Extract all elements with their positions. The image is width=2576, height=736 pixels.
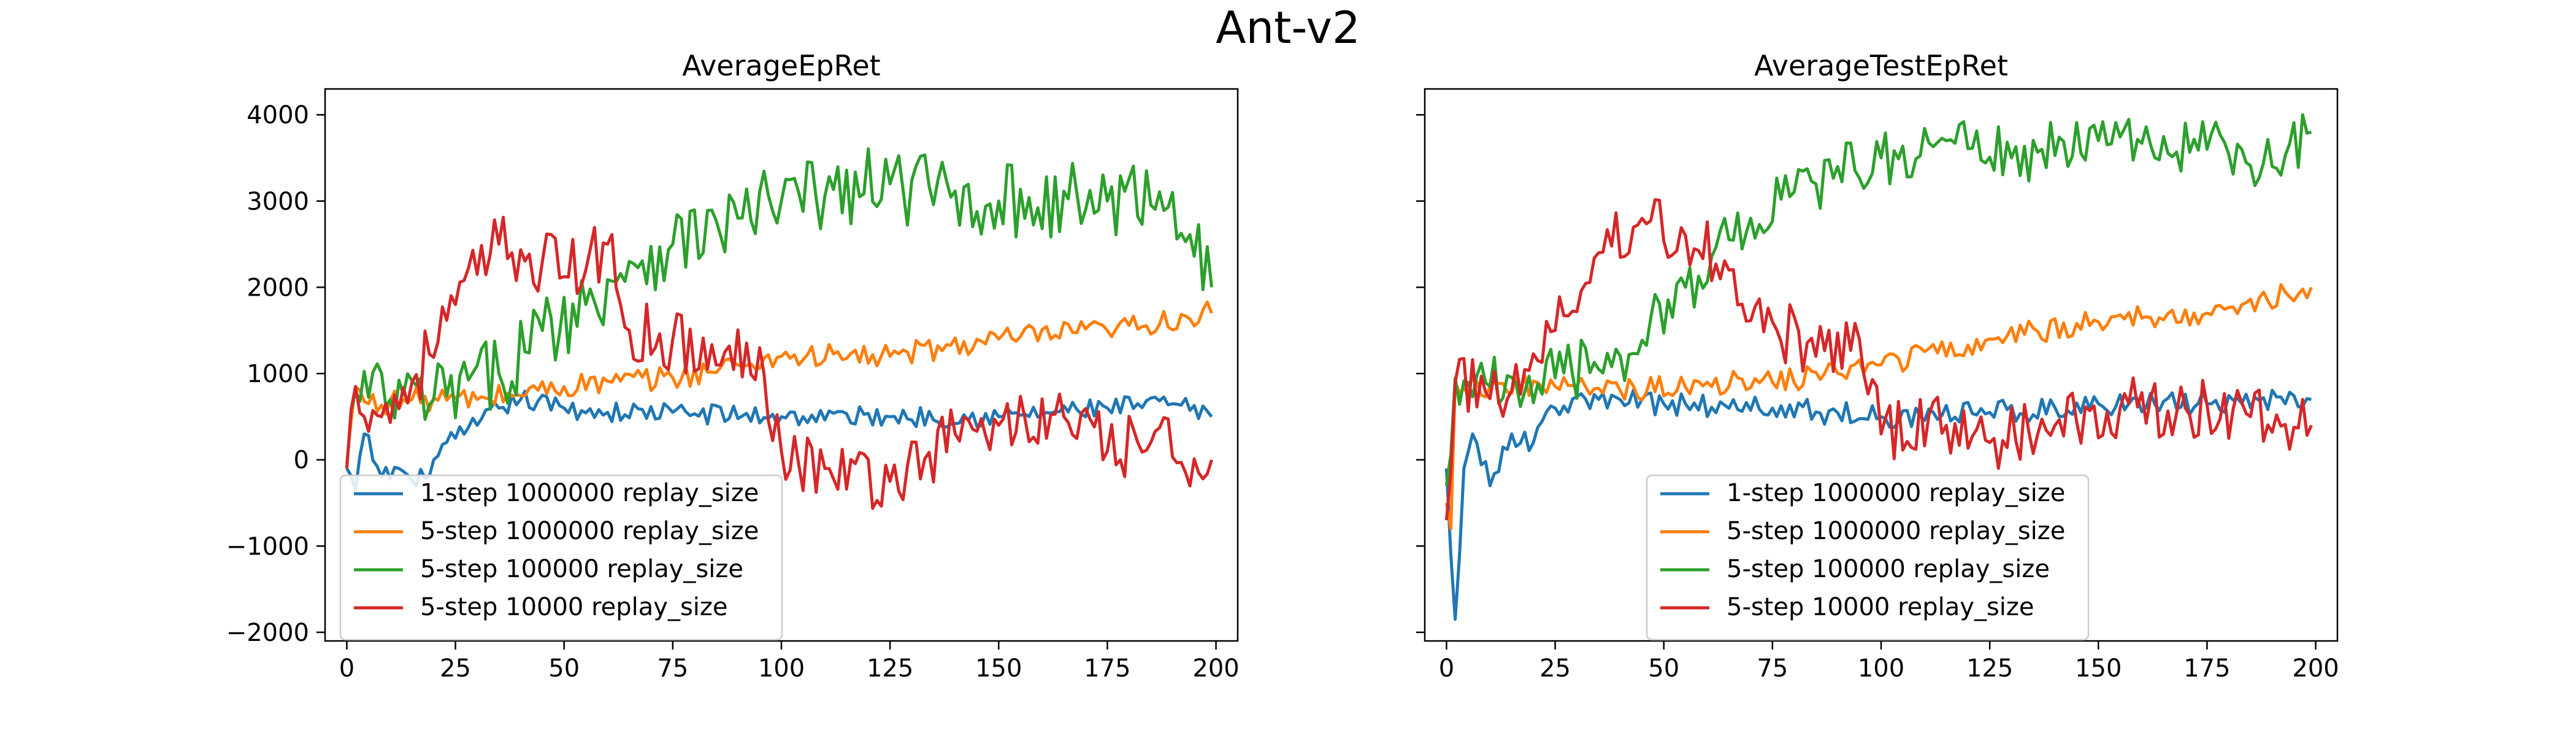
x-tick-label: 175	[2183, 654, 2230, 683]
legend-box	[339, 474, 783, 641]
legend-label: 5-step 100000 replay_size	[1727, 555, 2050, 583]
y-tick-label: −2000	[226, 619, 309, 647]
x-tick-label: 175	[1084, 654, 1130, 683]
x-tick-label: 200	[1192, 654, 1239, 683]
x-tick-label: 25	[1539, 654, 1571, 683]
legend-box	[1646, 474, 2090, 641]
legend-label: 1-step 1000000 replay_size	[1727, 479, 2065, 507]
legend-label: 1-step 1000000 replay_size	[420, 479, 759, 507]
series-line-5-step-10000-replay-size	[345, 215, 1213, 510]
x-tick-label: 75	[1757, 654, 1788, 683]
x-tick-label: 50	[548, 654, 580, 683]
legend-label: 5-step 100000 replay_size	[420, 555, 743, 583]
chart-panel-average-test-ep-ret: AverageTestEpRet 0 25 50 75 100 125 150 175 200 1-…	[1416, 49, 2339, 683]
legend: 1-step 1000000 replay_size 5-step 1000000…	[339, 474, 783, 641]
x-tick-label: 200	[2292, 654, 2339, 683]
x-tick-label: 100	[758, 654, 805, 683]
x-tick-label: 0	[339, 654, 355, 683]
chart-title: AverageTestEpRet	[1754, 49, 2008, 82]
x-tick-label: 100	[1858, 654, 1904, 683]
legend-label: 5-step 10000 replay_size	[1727, 593, 2034, 621]
chart-title: AverageEpRet	[682, 49, 880, 82]
y-tick-label: 3000	[247, 188, 309, 216]
x-tick-label: 125	[867, 654, 913, 683]
x-tick-label: 75	[657, 654, 688, 683]
series-line-5-step-100000-replay-size	[345, 147, 1213, 469]
x-tick-label: 0	[1439, 654, 1454, 683]
y-tick-label: 0	[294, 447, 309, 475]
legend-label: 5-step 1000000 replay_size	[1727, 517, 2065, 545]
y-tick-label: 1000	[247, 360, 309, 388]
x-tick-label: 150	[975, 654, 1022, 683]
y-tick-label: 2000	[247, 274, 309, 302]
x-tick-label: 125	[1966, 654, 2013, 683]
chart-panel-average-ep-ret: AverageEpRet 0 25 50 75 100 125 150 175 200 −2000 −…	[226, 49, 1240, 683]
series-lines	[1444, 113, 2313, 621]
legend-label: 5-step 10000 replay_size	[420, 593, 728, 621]
x-tick-label: 150	[2075, 654, 2122, 683]
plot-frame	[324, 88, 1239, 642]
legend: 1-step 1000000 replay_size 5-step 1000000…	[1646, 474, 2090, 641]
series-line-5-step-100000-replay-size	[1444, 113, 2312, 486]
series-line-5-step-10000-replay-size	[1444, 198, 2313, 521]
x-tick-label: 50	[1648, 654, 1679, 683]
legend-label: 5-step 1000000 replay_size	[420, 517, 759, 545]
series-lines	[345, 147, 1213, 510]
x-tick-label: 25	[440, 654, 471, 683]
y-tick-label: 4000	[247, 101, 309, 129]
plot-frame	[1424, 88, 2339, 642]
y-tick-label: −1000	[226, 532, 309, 561]
series-line-5-step-1000000-replay-size	[1444, 283, 2313, 531]
figure-title: Ant-v2	[1216, 2, 1360, 53]
